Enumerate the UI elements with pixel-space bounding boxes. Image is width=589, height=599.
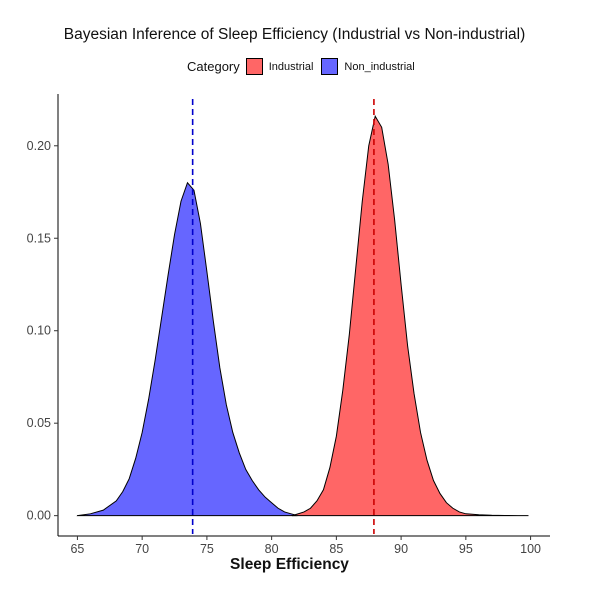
legend-item-non-industrial: Non_industrial <box>321 58 415 75</box>
legend-key-industrial <box>245 58 263 75</box>
legend-label-industrial: Industrial <box>268 60 314 73</box>
x-tick-label: 75 <box>200 542 214 556</box>
legend-key-non-industrial <box>321 58 339 75</box>
chart-title: Bayesian Inference of Sleep Efficiency (… <box>63 26 526 43</box>
legend-title: Category <box>187 59 240 74</box>
legend-item-industrial: Industrial <box>245 58 314 75</box>
x-tick-label: 80 <box>265 542 279 556</box>
y-tick-label: 0.15 <box>27 231 51 245</box>
x-tick-label: 90 <box>394 542 408 556</box>
y-tick-label: 0.05 <box>27 416 51 430</box>
x-tick-label: 95 <box>459 542 473 556</box>
y-tick-label: 0.00 <box>27 509 51 523</box>
legend-label-non-industrial: Non_industrial <box>344 60 415 73</box>
x-tick-label: 65 <box>70 542 84 556</box>
density-area-non-industrial <box>76 181 298 517</box>
x-tick-label: 70 <box>135 542 149 556</box>
y-tick-label: 0.20 <box>27 139 51 153</box>
y-tick-label: 0.10 <box>27 324 51 338</box>
x-axis-title: Sleep Efficiency <box>230 556 349 573</box>
x-tick-label: 85 <box>329 542 343 556</box>
legend: Category Industrial Non_industrial <box>187 58 423 75</box>
x-axis-title-wrap: Sleep Efficiency <box>0 556 589 574</box>
x-tick-label: 100 <box>520 542 541 556</box>
density-area-industrial <box>291 114 529 517</box>
